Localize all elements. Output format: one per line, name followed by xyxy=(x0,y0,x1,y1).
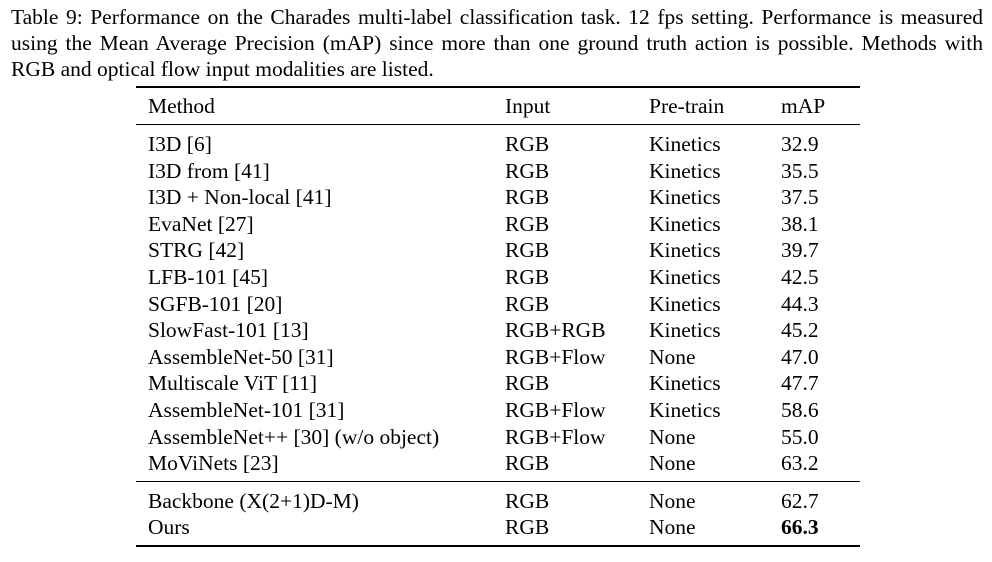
bottom-rule xyxy=(136,544,860,547)
table-row: LFB-101 [45] RGB Kinetics 42.5 xyxy=(136,264,860,291)
cell-pretrain: Kinetics xyxy=(649,318,721,343)
cell-map: 47.7 xyxy=(781,371,819,396)
cell-method: AssembleNet-50 [31] xyxy=(148,344,334,369)
cell-input: RGB xyxy=(505,185,550,210)
table-row: Ours RGB None 66.3 xyxy=(136,514,860,541)
cell-pretrain: Kinetics xyxy=(649,132,721,156)
cell-pretrain: None xyxy=(649,515,696,540)
cell-map: 58.6 xyxy=(781,397,819,422)
header-input: Input xyxy=(505,94,551,118)
header-map: mAP xyxy=(781,94,826,118)
cell-input: RGB+RGB xyxy=(505,318,606,343)
cell-method: MoViNets [23] xyxy=(148,451,279,476)
table-row: Backbone (X(2+1)D-M) RGB None 62.7 xyxy=(136,488,860,515)
cell-input: RGB xyxy=(505,488,550,513)
table-row: STRG [42] RGB Kinetics 39.7 xyxy=(136,237,860,264)
cell-method: Ours xyxy=(148,515,190,540)
cell-method: STRG [42] xyxy=(148,238,245,263)
header-pretrain: Pre-train xyxy=(649,94,725,118)
table-row: AssembleNet++ [30] (w/o object) RGB+Flow N… xyxy=(136,424,860,451)
table-row: MoViNets [23] RGB None 63.2 xyxy=(136,450,860,477)
cell-input: RGB xyxy=(505,515,550,540)
cell-method: I3D from [41] xyxy=(148,158,270,183)
cell-map: 39.7 xyxy=(781,238,819,263)
cell-pretrain: Kinetics xyxy=(649,371,721,396)
cell-pretrain: None xyxy=(649,424,696,449)
cell-method: AssembleNet++ [30] (w/o object) xyxy=(148,424,440,449)
cell-method: SGFB-101 [20] xyxy=(148,291,283,316)
table-body: I3D [6] RGB Kinetics 32.9 I3D from [41] RGB K… xyxy=(136,131,860,477)
cell-map: 38.1 xyxy=(781,211,819,236)
table-row: Multiscale ViT [11] RGB Kinetics 47.7 xyxy=(136,370,860,397)
cell-input: RGB+Flow xyxy=(505,344,606,369)
cell-map: 35.5 xyxy=(781,158,819,183)
table-row: EvaNet [27] RGB Kinetics 38.1 xyxy=(136,211,860,238)
cell-pretrain: Kinetics xyxy=(649,185,721,210)
cell-map: 32.9 xyxy=(781,132,819,156)
header-rule xyxy=(136,124,860,125)
cell-method: Multiscale ViT [11] xyxy=(148,371,318,396)
table-row: I3D from [41] RGB Kinetics 35.5 xyxy=(136,158,860,185)
cell-pretrain: None xyxy=(649,488,696,513)
cell-map: 37.5 xyxy=(781,185,819,210)
cell-map-best: 66.3 xyxy=(781,515,819,540)
table-row: AssembleNet-101 [31] RGB+Flow Kinetics 58.6 xyxy=(136,397,860,424)
cell-input: RGB+Flow xyxy=(505,397,606,422)
cell-method: Backbone (X(2+1)D-M) xyxy=(148,488,359,513)
table-ours-section: Backbone (X(2+1)D-M) RGB None 62.7 Ours RGB N… xyxy=(136,488,860,541)
cell-input: RGB xyxy=(505,211,550,236)
cell-map: 63.2 xyxy=(781,451,819,476)
cell-map: 62.7 xyxy=(781,488,819,513)
cell-map: 55.0 xyxy=(781,424,819,449)
cell-input: RGB xyxy=(505,451,550,476)
table-row: I3D + Non-local [41] RGB Kinetics 37.5 xyxy=(136,184,860,211)
cell-input: RGB xyxy=(505,291,550,316)
table-row: I3D [6] RGB Kinetics 32.9 xyxy=(136,131,860,158)
cell-method: EvaNet [27] xyxy=(148,211,254,236)
cell-pretrain: Kinetics xyxy=(649,264,721,289)
cell-map: 44.3 xyxy=(781,291,819,316)
cell-input: RGB xyxy=(505,238,550,263)
cell-method: AssembleNet-101 [31] xyxy=(148,397,345,422)
cell-pretrain: None xyxy=(649,451,696,476)
cell-map: 47.0 xyxy=(781,344,819,369)
cell-input: RGB xyxy=(505,158,550,183)
results-table: Method Input Pre-train mAP I3D [6] RGB Kin… xyxy=(136,86,860,547)
table-caption: Table 9: Performance on the Charades mul… xyxy=(11,5,983,81)
cell-pretrain: Kinetics xyxy=(649,158,721,183)
cell-pretrain: Kinetics xyxy=(649,291,721,316)
cell-input: RGB xyxy=(505,264,550,289)
cell-map: 45.2 xyxy=(781,318,819,343)
table-row: AssembleNet-50 [31] RGB+Flow None 47.0 xyxy=(136,344,860,371)
cell-pretrain: Kinetics xyxy=(649,211,721,236)
cell-input: RGB xyxy=(505,371,550,396)
cell-method: SlowFast-101 [13] xyxy=(148,318,309,343)
cell-method: LFB-101 [45] xyxy=(148,264,269,289)
cell-map: 42.5 xyxy=(781,264,819,289)
cell-method: I3D [6] xyxy=(148,132,212,156)
header-method: Method xyxy=(148,94,215,118)
cell-input: RGB+Flow xyxy=(505,424,606,449)
cell-pretrain: Kinetics xyxy=(649,238,721,263)
top-rule xyxy=(136,86,860,88)
section-rule xyxy=(136,480,860,482)
table-row: SGFB-101 [20] RGB Kinetics 44.3 xyxy=(136,291,860,318)
cell-pretrain: None xyxy=(649,344,696,369)
cell-input: RGB xyxy=(505,132,550,156)
cell-method: I3D + Non-local [41] xyxy=(148,185,332,210)
table-header-row: Method Input Pre-train mAP xyxy=(136,88,860,124)
cell-pretrain: Kinetics xyxy=(649,397,721,422)
table-row: SlowFast-101 [13] RGB+RGB Kinetics 45.2 xyxy=(136,317,860,344)
